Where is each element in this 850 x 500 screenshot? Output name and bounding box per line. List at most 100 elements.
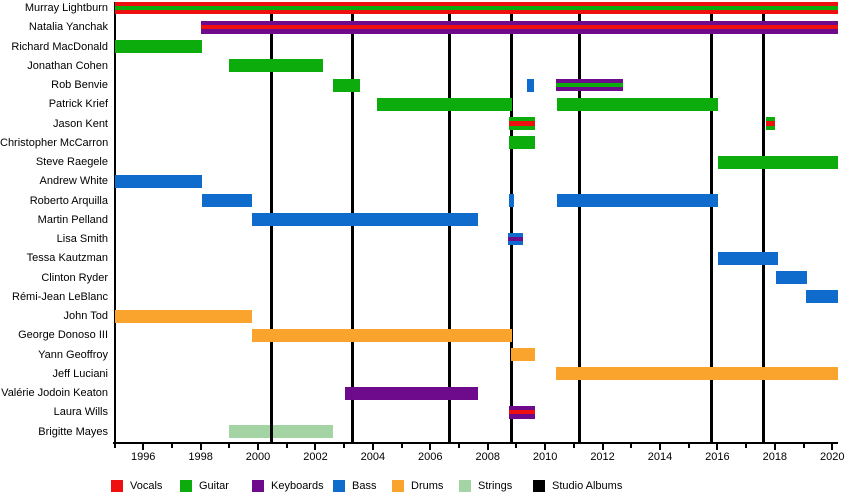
role-stripe-bass	[717, 251, 778, 265]
member-label: Andrew White	[39, 175, 108, 188]
x-axis-tick-label: 2016	[705, 451, 730, 463]
timeline-bar	[114, 40, 203, 53]
x-axis-major-tick	[716, 444, 719, 450]
timeline-bar	[556, 367, 838, 381]
studio-album-line	[762, 2, 766, 443]
x-axis-minor-tick	[113, 444, 116, 448]
legend-swatch-vocals	[111, 480, 123, 492]
role-stripe-bass	[114, 174, 203, 188]
x-axis-major-tick	[371, 444, 374, 450]
x-axis-tick-label: 1996	[130, 451, 156, 463]
x-axis-minor-tick	[400, 444, 403, 448]
studio-album-line	[709, 2, 713, 443]
x-axis-tick-label: 2000	[245, 451, 271, 463]
x-axis-minor-tick	[687, 444, 690, 448]
x-axis-minor-tick	[458, 444, 461, 448]
member-label: Murray Lightburn	[24, 2, 108, 14]
x-axis-minor-tick	[515, 444, 518, 448]
role-stripe-bass	[527, 78, 535, 92]
x-axis-line	[113, 442, 838, 444]
timeline-bar	[556, 78, 624, 92]
studio-album-line	[510, 2, 514, 443]
x-axis-major-tick	[486, 444, 489, 450]
legend-label-guitar: Guitar	[199, 480, 229, 492]
role-stripe-keyboards	[507, 236, 524, 242]
role-stripe-vocals	[114, 10, 838, 15]
timeline-bar	[509, 194, 514, 207]
role-stripe-keyboards	[556, 78, 624, 83]
x-axis-tick-label: 2020	[820, 451, 845, 463]
timeline-bar	[114, 174, 203, 188]
x-axis-major-tick	[773, 444, 776, 450]
role-stripe-vocals	[509, 121, 536, 126]
x-axis-minor-tick	[745, 444, 748, 448]
member-label: Richard MacDonald	[11, 40, 108, 53]
role-stripe-guitar	[556, 82, 624, 88]
legend-swatch-bass	[333, 480, 345, 492]
member-label: Roberto Arquilla	[29, 194, 108, 207]
x-axis-tick-label: 2008	[475, 451, 500, 463]
x-axis-major-tick	[831, 444, 834, 450]
role-stripe-guitar	[333, 78, 361, 92]
legend-label-vocals: Vocals	[130, 480, 163, 492]
role-stripe-guitar	[717, 155, 838, 169]
role-stripe-drums	[251, 328, 513, 342]
member-label: Yann Geoffroy	[38, 348, 108, 361]
role-stripe-keyboards	[200, 20, 838, 26]
timeline-bar	[509, 405, 536, 419]
x-axis-tick-label: 2002	[303, 451, 328, 463]
role-stripe-keyboards	[509, 405, 536, 411]
role-stripe-vocals	[509, 410, 536, 415]
member-label: Rob Benvie	[51, 79, 108, 91]
x-axis-tick-label: 2004	[360, 451, 386, 463]
member-label: Laura Wills	[53, 406, 108, 419]
role-stripe-strings	[229, 425, 334, 438]
member-label: Rémi-Jean LeBlanc	[12, 290, 108, 303]
legend-swatch-strings	[459, 480, 471, 492]
timeline-bar	[717, 155, 838, 169]
role-stripe-keyboards	[200, 29, 838, 34]
member-label: Jason Kent	[52, 117, 108, 130]
member-label: Valérie Jodoin Keaton	[1, 387, 108, 399]
role-stripe-guitar	[766, 125, 776, 130]
member-label: Tessa Kautzman	[26, 252, 108, 265]
timeline-bar	[766, 117, 776, 130]
role-stripe-bass	[509, 194, 514, 207]
timeline-bar	[556, 97, 718, 111]
role-stripe-keyboards	[345, 386, 479, 400]
member-label: George Donoso III	[18, 329, 108, 342]
timeline-bar	[510, 348, 536, 361]
x-axis-minor-tick	[572, 444, 575, 448]
x-axis-tick-label: 2006	[418, 451, 443, 463]
member-label: Christopher McCarron	[0, 136, 109, 149]
role-stripe-bass	[507, 241, 524, 246]
role-stripe-guitar	[509, 136, 536, 150]
x-axis-major-tick	[601, 444, 604, 450]
role-stripe-bass	[557, 194, 718, 207]
role-stripe-guitar	[229, 59, 323, 73]
role-stripe-drums	[556, 367, 838, 381]
role-stripe-keyboards	[509, 414, 536, 419]
x-axis-major-tick	[257, 444, 260, 450]
x-axis-tick-label: 2010	[532, 451, 558, 463]
role-stripe-guitar	[766, 117, 776, 122]
x-axis-major-tick	[658, 444, 661, 450]
timeline-bar	[345, 386, 479, 400]
x-axis-minor-tick	[228, 444, 231, 448]
timeline-bar	[557, 194, 718, 207]
role-stripe-guitar	[509, 125, 536, 130]
timeline-bar	[776, 271, 808, 284]
timeline-bar	[509, 117, 536, 130]
role-stripe-bass	[776, 271, 808, 284]
timeline-bar	[251, 213, 479, 227]
y-axis-line	[113, 2, 116, 443]
timeline-bar	[114, 309, 253, 323]
member-label: John Tod	[63, 310, 108, 322]
member-label: Lisa Smith	[56, 233, 108, 245]
x-axis-minor-tick	[343, 444, 346, 448]
timeline-bar	[507, 232, 524, 246]
role-stripe-guitar	[556, 97, 718, 111]
role-stripe-guitar	[509, 117, 536, 122]
member-label: Steve Raegele	[35, 156, 108, 168]
